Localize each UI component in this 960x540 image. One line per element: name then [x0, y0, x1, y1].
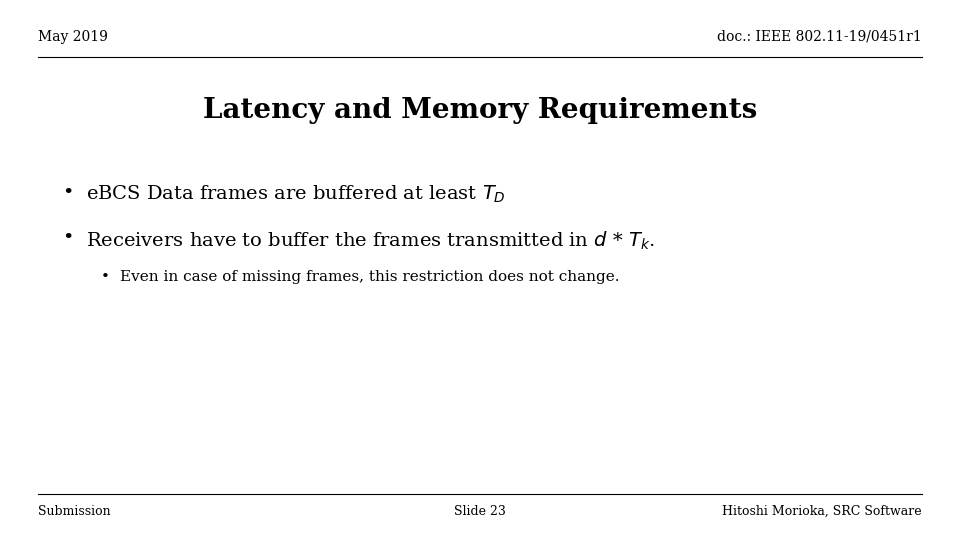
Text: Submission: Submission	[38, 505, 111, 518]
Text: Slide 23: Slide 23	[454, 505, 506, 518]
Text: eBCS Data frames are buffered at least $T_D$: eBCS Data frames are buffered at least $…	[86, 184, 506, 205]
Text: May 2019: May 2019	[38, 30, 108, 44]
Text: •: •	[62, 230, 74, 247]
Text: Even in case of missing frames, this restriction does not change.: Even in case of missing frames, this res…	[120, 270, 619, 284]
Text: Hitoshi Morioka, SRC Software: Hitoshi Morioka, SRC Software	[722, 505, 922, 518]
Text: doc.: IEEE 802.11-19/0451r1: doc.: IEEE 802.11-19/0451r1	[717, 30, 922, 44]
Text: Receivers have to buffer the frames transmitted in $\mathit{d}$ * $T_k$.: Receivers have to buffer the frames tran…	[86, 230, 656, 252]
Text: Latency and Memory Requirements: Latency and Memory Requirements	[203, 97, 757, 124]
Text: •: •	[62, 184, 74, 201]
Text: •: •	[101, 270, 109, 284]
